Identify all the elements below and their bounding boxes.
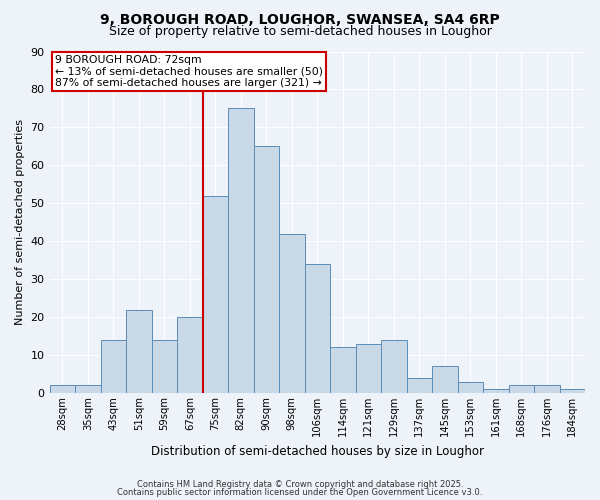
Text: 9, BOROUGH ROAD, LOUGHOR, SWANSEA, SA4 6RP: 9, BOROUGH ROAD, LOUGHOR, SWANSEA, SA4 6… [100,12,500,26]
Bar [483,389,509,393]
Bar [407,378,432,393]
Bar [330,348,356,393]
Bar [50,386,75,393]
Text: Contains public sector information licensed under the Open Government Licence v3: Contains public sector information licen… [118,488,482,497]
X-axis label: Distribution of semi-detached houses by size in Loughor: Distribution of semi-detached houses by … [151,444,484,458]
Text: 9 BOROUGH ROAD: 72sqm
← 13% of semi-detached houses are smaller (50)
87% of semi: 9 BOROUGH ROAD: 72sqm ← 13% of semi-deta… [55,55,323,88]
Y-axis label: Number of semi-detached properties: Number of semi-detached properties [15,120,25,326]
Bar [152,340,177,393]
Bar [356,344,381,393]
Bar [228,108,254,393]
Bar [75,386,101,393]
Bar [458,382,483,393]
Bar [509,386,534,393]
Bar [560,389,585,393]
Bar [126,310,152,393]
Text: Contains HM Land Registry data © Crown copyright and database right 2025.: Contains HM Land Registry data © Crown c… [137,480,463,489]
Bar [279,234,305,393]
Bar [432,366,458,393]
Bar [203,196,228,393]
Bar [381,340,407,393]
Bar [305,264,330,393]
Bar [177,317,203,393]
Text: Size of property relative to semi-detached houses in Loughor: Size of property relative to semi-detach… [109,25,491,38]
Bar [534,386,560,393]
Bar [101,340,126,393]
Bar [254,146,279,393]
